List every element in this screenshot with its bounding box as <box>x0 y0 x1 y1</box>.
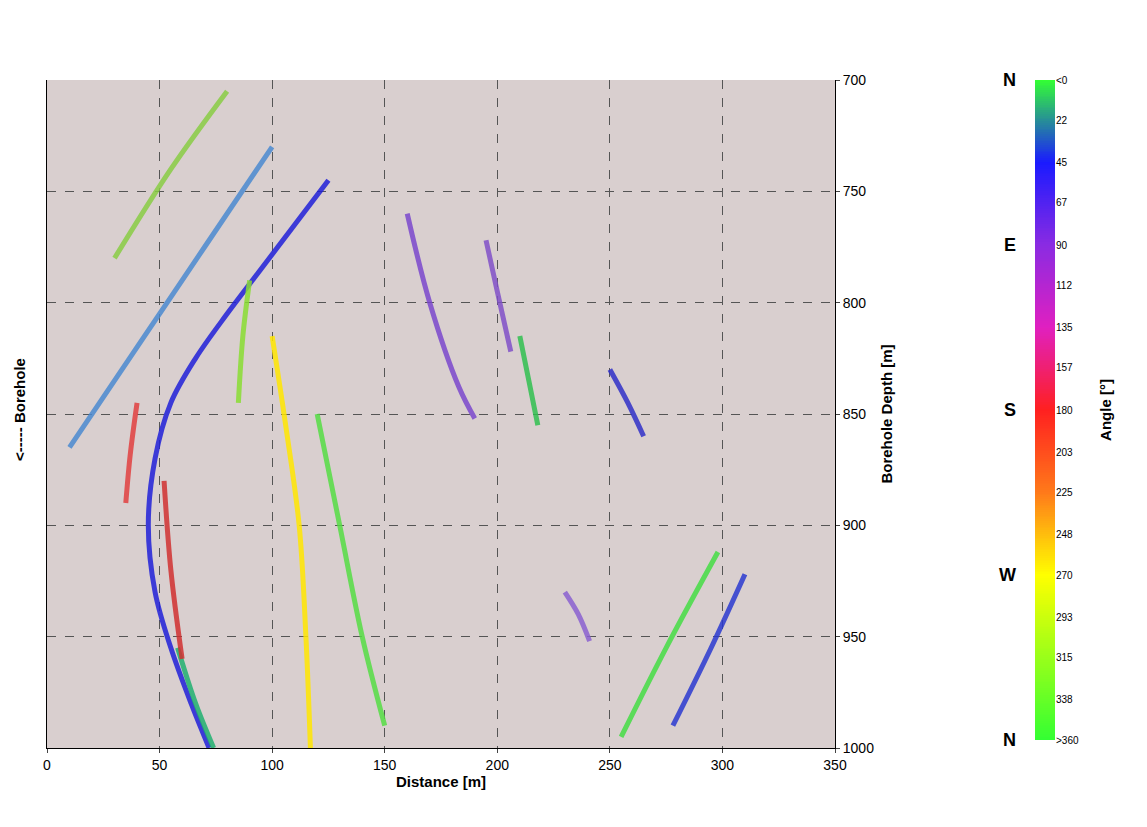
svg-text:203: 203 <box>1056 447 1073 458</box>
svg-text:250: 250 <box>598 757 622 773</box>
svg-text:700: 700 <box>843 72 867 88</box>
svg-text:45: 45 <box>1056 157 1068 168</box>
svg-text:300: 300 <box>711 757 735 773</box>
svg-text:150: 150 <box>373 757 397 773</box>
svg-text:S: S <box>1004 400 1016 420</box>
svg-text:350: 350 <box>823 757 847 773</box>
svg-text:270: 270 <box>1056 570 1073 581</box>
svg-text:100: 100 <box>260 757 284 773</box>
svg-text:1000: 1000 <box>843 740 874 756</box>
svg-text:22: 22 <box>1056 115 1068 126</box>
svg-text:90: 90 <box>1056 240 1068 251</box>
svg-text:N: N <box>1003 730 1016 750</box>
svg-text:200: 200 <box>486 757 510 773</box>
svg-text:225: 225 <box>1056 487 1073 498</box>
svg-text:950: 950 <box>843 629 867 645</box>
svg-text:750: 750 <box>843 183 867 199</box>
svg-text:800: 800 <box>843 295 867 311</box>
svg-text:<0: <0 <box>1056 75 1068 86</box>
svg-text:157: 157 <box>1056 362 1073 373</box>
svg-text:900: 900 <box>843 517 867 533</box>
svg-text:135: 135 <box>1056 322 1073 333</box>
svg-text:248: 248 <box>1056 529 1073 540</box>
svg-text:>360: >360 <box>1056 735 1079 746</box>
svg-text:315: 315 <box>1056 652 1073 663</box>
svg-text:Angle [°]: Angle [°] <box>1097 379 1114 441</box>
svg-text:338: 338 <box>1056 694 1073 705</box>
svg-text:Borehole Depth [m]: Borehole Depth [m] <box>878 344 895 483</box>
svg-text:112: 112 <box>1056 280 1072 291</box>
svg-text:850: 850 <box>843 406 867 422</box>
svg-text:50: 50 <box>152 757 168 773</box>
svg-text:E: E <box>1004 235 1016 255</box>
svg-text:0: 0 <box>43 757 51 773</box>
svg-text:293: 293 <box>1056 612 1073 623</box>
svg-text:N: N <box>1003 70 1016 90</box>
svg-text:W: W <box>999 565 1016 585</box>
svg-text:<----- Borehole: <----- Borehole <box>11 358 28 461</box>
svg-text:67: 67 <box>1056 197 1068 208</box>
svg-text:180: 180 <box>1056 405 1073 416</box>
svg-text:Distance [m]: Distance [m] <box>396 773 486 790</box>
